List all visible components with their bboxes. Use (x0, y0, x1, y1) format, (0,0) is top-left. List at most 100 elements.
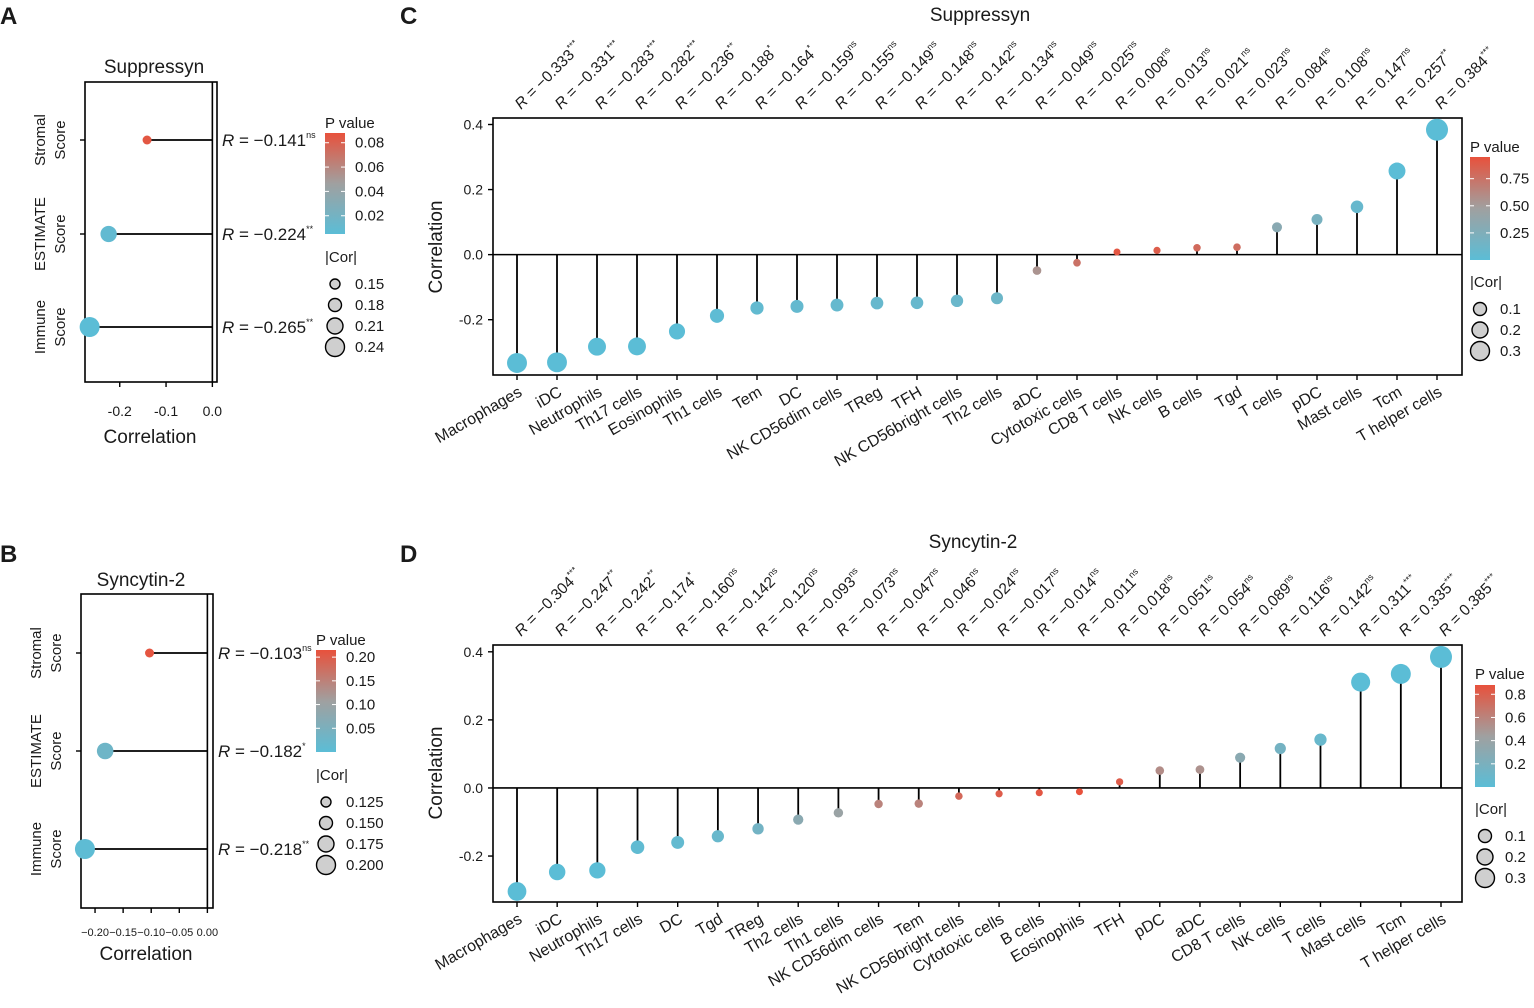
panel-b-category-label: Score (48, 731, 65, 770)
panel-a-point (142, 135, 152, 145)
panel-a-legend-pvalue-bar (325, 133, 345, 234)
panel-c-point (1350, 200, 1364, 214)
panel-d-legend-pvalue-title: P value (1475, 666, 1525, 683)
panel-d-point (548, 863, 566, 881)
panel-c-frame (492, 117, 1463, 376)
panel-a-category-label: Score (52, 307, 69, 346)
panel-a-legend-size-circle (326, 317, 344, 335)
panel-d-legend-pvalue-label: 0.8 (1505, 686, 1526, 703)
panel-d-point (793, 814, 804, 825)
panel-a-r-label: R = −0.265** (222, 317, 314, 337)
panel-a-r-label: R = −0.224** (222, 224, 314, 244)
panel-c-point (1073, 258, 1081, 267)
panel-b-r-label: R = −0.218** (218, 839, 310, 859)
panel-d-legend-pvalue-label: 0.4 (1505, 733, 1526, 750)
panel-a-category-label: Immune (32, 300, 49, 354)
panel-a-legend-pvalue-label: 0.04 (355, 183, 384, 200)
panel-d-ytick-label: 0.4 (464, 644, 484, 660)
panel-b-category-label: Score (48, 829, 65, 868)
panel-a-legend-size-label: 0.24 (355, 339, 384, 356)
panel-c-point (1426, 118, 1448, 141)
panel-a-category-label: Score (52, 120, 69, 159)
panel-d-category-label: Macrophages (433, 911, 525, 974)
panel-c-legend-size-label: 0.1 (1500, 301, 1521, 318)
panel-c-legend-size-label: 0.2 (1500, 322, 1521, 339)
panel-c-point (588, 337, 606, 356)
panel-a-r-label: R = −0.141ns (222, 130, 316, 150)
panel-a-xtick-label: -0.2 (108, 403, 132, 419)
panel-c-ytick-label: -0.2 (459, 312, 483, 328)
panel-d-point (833, 808, 844, 818)
panel-a-legend-size-circle (329, 278, 341, 290)
panel-c-point (547, 352, 567, 373)
panel-c-point (507, 352, 527, 373)
panel-a-title: Suppressyn (104, 57, 204, 78)
panel-d-point (995, 790, 1003, 798)
panel-b-legend-size-circle (317, 835, 335, 853)
panel-d-ylabel: Correlation (426, 727, 447, 820)
panel-b-legend-size-circle (320, 796, 332, 808)
panel-b-legend-pvalue-label: 0.20 (346, 649, 375, 666)
panel-d-point (711, 830, 724, 843)
panel-d-title: Syncytin-2 (929, 532, 1018, 553)
panel-c-point (668, 323, 686, 340)
panel-c-point (1032, 266, 1042, 275)
panel-b-legend-pvalue-label: 0.10 (346, 697, 375, 714)
panel-b-legend-pvalue-label: 0.15 (346, 673, 375, 690)
panel-a-legend-size-label: 0.15 (355, 276, 384, 293)
panel-d-legend-size-circle (1476, 848, 1494, 866)
panel-b-point (145, 648, 155, 658)
panel-a-legend-size-circle (327, 297, 343, 313)
panel-b-legend-size-circle (315, 854, 337, 876)
panel-a-point (79, 317, 100, 337)
panel-b-xtick-label: −0.20 (81, 927, 109, 939)
panel-label-d: D (400, 541, 417, 568)
panel-label-a: A (0, 3, 17, 30)
panel-d-category-label: Tgd (693, 911, 725, 940)
panel-b-xtick-label: 0.00 (197, 927, 218, 939)
panel-d-point (1075, 788, 1083, 796)
panel-c-point (950, 294, 964, 308)
panel-d-point (507, 882, 527, 901)
panel-a-legend-size-circle (324, 336, 346, 358)
panel-c-ytick-label: 0.2 (464, 182, 484, 198)
panel-c-ylabel: Correlation (426, 201, 447, 294)
panel-a-legend-pvalue-title: P value (325, 115, 375, 132)
panel-d-point (1155, 766, 1165, 775)
panel-c-category-label: TReg (843, 384, 885, 418)
panel-d-legend-pvalue-label: 0.2 (1505, 756, 1526, 773)
panel-b-legend-size-label: 0.175 (346, 836, 384, 853)
panel-b-legend-pvalue-label: 0.05 (346, 720, 375, 737)
panel-d-point (1351, 672, 1371, 692)
panel-c-point (990, 292, 1004, 305)
panel-d-frame (492, 644, 1463, 903)
panel-d-point (1235, 752, 1246, 763)
panel-b-legend-size-label: 0.150 (346, 815, 384, 832)
panel-b-r-label: R = −0.182* (218, 741, 306, 761)
panel-b-legend-size-label: 0.125 (346, 794, 384, 811)
panel-b-category-label: Stromal (28, 627, 45, 679)
panel-a-legend-size-title: |Cor| (325, 249, 357, 266)
panel-c-point (709, 308, 725, 323)
panel-d-category-label: pDC (1132, 911, 1168, 942)
panel-d-point (1430, 645, 1452, 668)
panel-c-title: Suppressyn (930, 5, 1030, 26)
panel-c-point (1233, 243, 1241, 251)
panel-b-xtick-label: −0.10 (137, 927, 165, 939)
panel-d-ytick-label: -0.2 (459, 848, 483, 864)
panel-d-point (1035, 789, 1043, 797)
panel-b-category-label: Score (48, 633, 65, 672)
panel-b-title: Syncytin-2 (97, 570, 186, 591)
panel-d-point (955, 792, 963, 800)
panel-d-point (671, 835, 685, 849)
panel-c-legend-size-title: |Cor| (1470, 274, 1502, 291)
panel-d-legend-size-circle (1474, 867, 1496, 889)
panel-b-legend-pvalue-title: P value (316, 632, 366, 649)
panel-c-category-label: Macrophages (433, 384, 525, 447)
panel-b-legend-pvalue-bar (316, 650, 336, 752)
panel-label-c: C (400, 3, 417, 30)
panel-d-category-label: TFH (1092, 911, 1127, 941)
